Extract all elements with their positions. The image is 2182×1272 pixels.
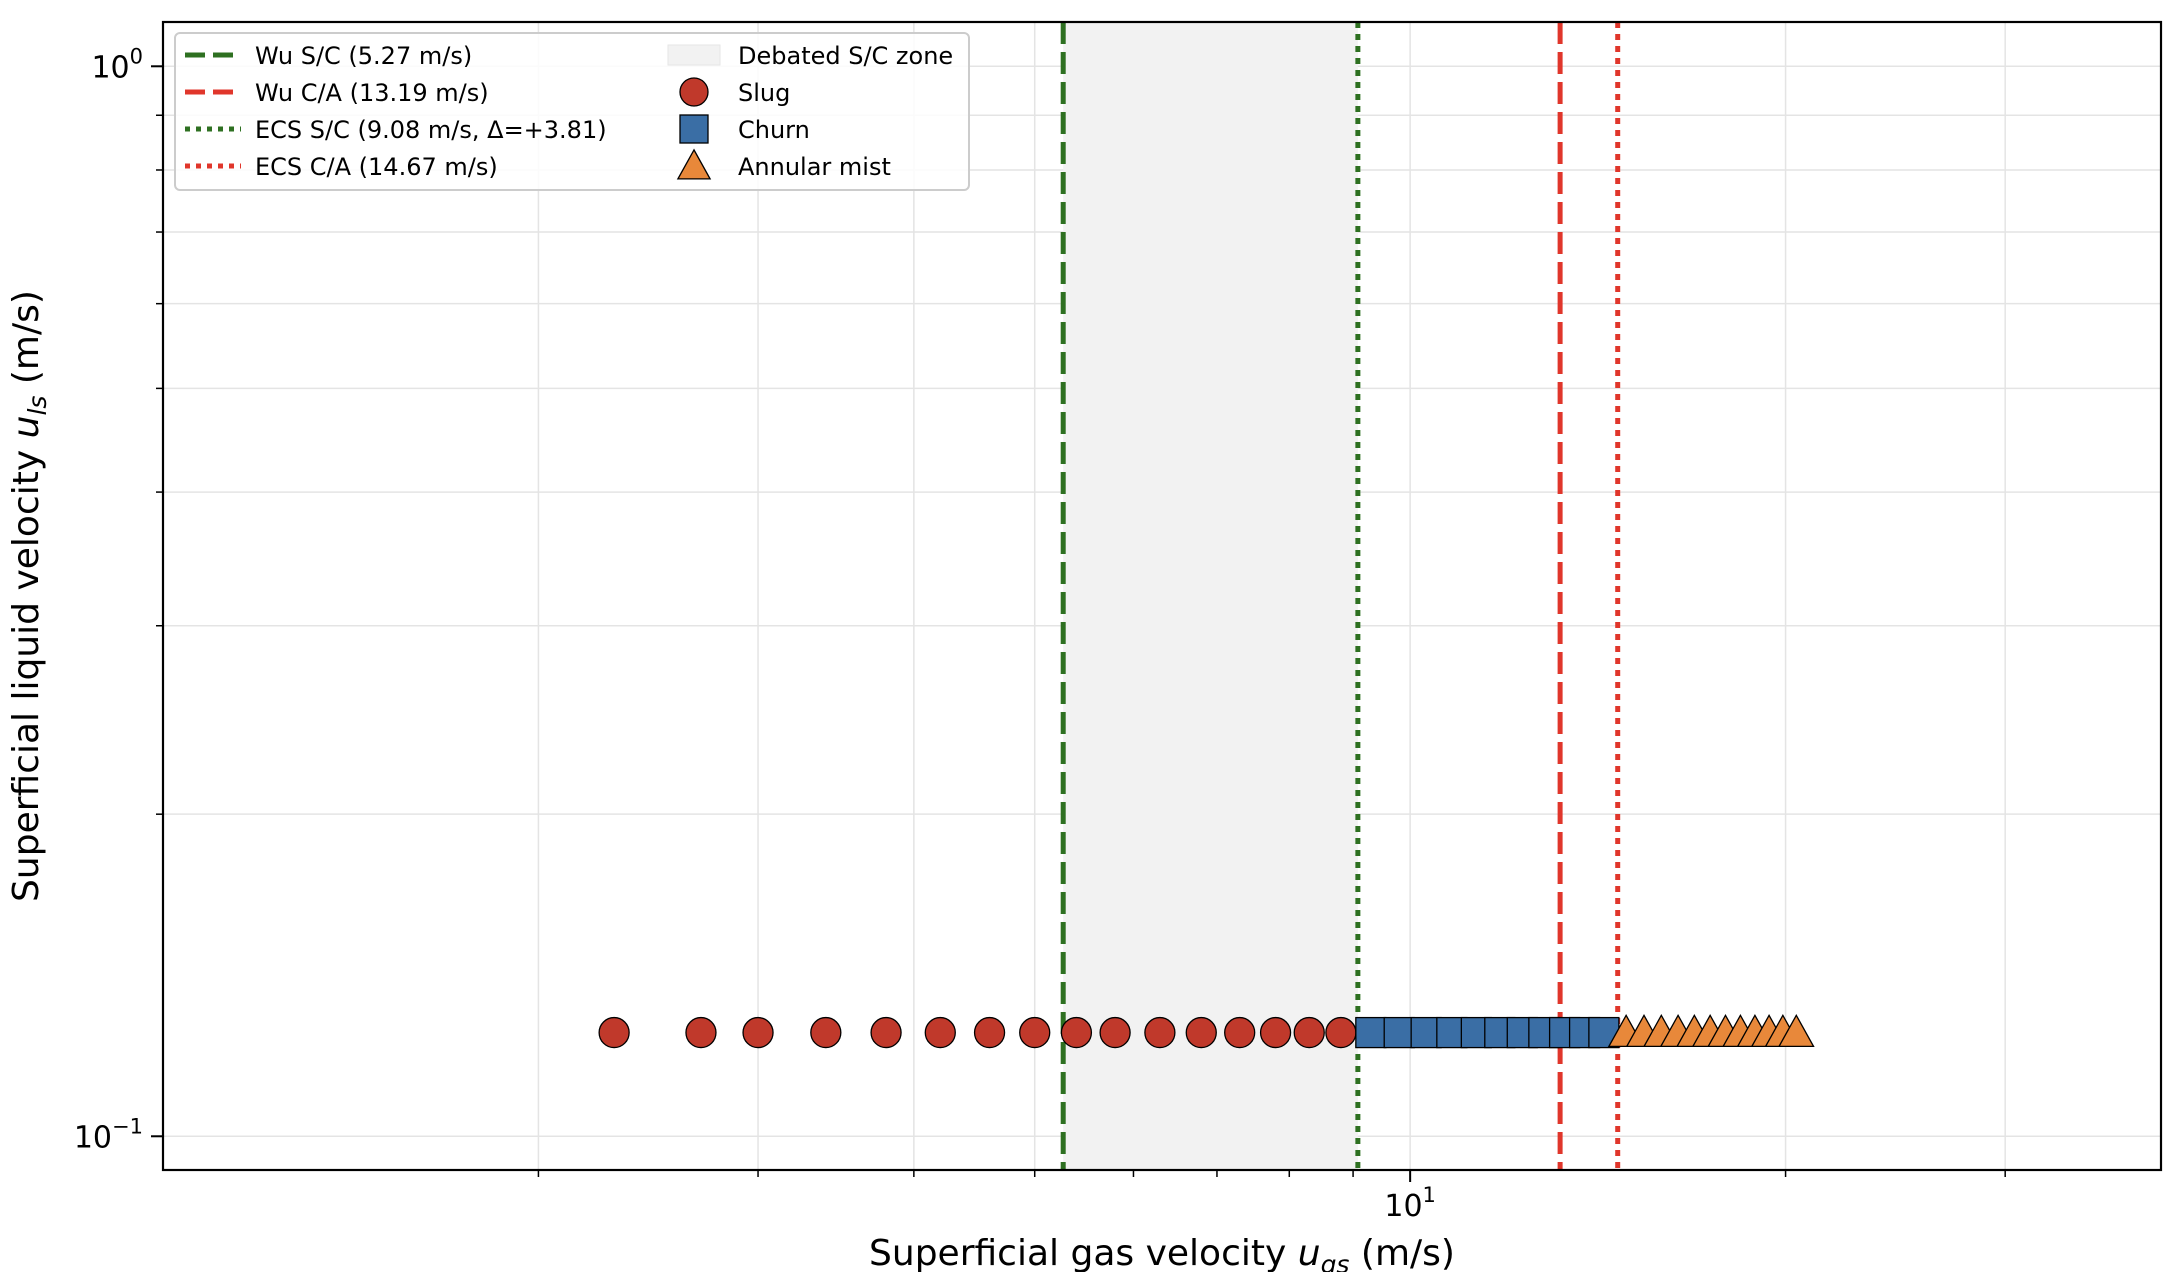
legend: Wu S/C (5.27 m/s) Wu C/A (13.19 m/s) ECS S… xyxy=(174,32,970,191)
slug-point xyxy=(870,1016,902,1049)
legend-marker-swatch xyxy=(679,114,709,144)
slug-point xyxy=(1259,1016,1292,1049)
churn-point xyxy=(1410,1016,1442,1049)
slug-point xyxy=(924,1016,956,1049)
x-tick-label: 101 xyxy=(1384,1183,1436,1224)
slug-point xyxy=(1224,1016,1256,1049)
slug-point xyxy=(1293,1016,1325,1049)
debated-sc-zone-band xyxy=(1063,22,1358,1170)
legend-label: ECS S/C (9.08 m/s, Δ=+3.81) xyxy=(255,116,607,144)
legend-box xyxy=(174,32,970,191)
slug-point xyxy=(1185,1016,1217,1049)
annular-mist-point xyxy=(1777,1013,1815,1048)
legend-zone-swatch xyxy=(667,44,721,66)
legend-label: Wu C/A (13.19 m/s) xyxy=(255,79,489,107)
slug-point xyxy=(810,1016,842,1049)
slug-point xyxy=(1099,1016,1131,1049)
legend-label: Wu S/C (5.27 m/s) xyxy=(255,42,472,70)
slug-point xyxy=(1325,1016,1357,1049)
legend-label: Churn xyxy=(738,116,810,144)
legend-label: Slug xyxy=(738,79,790,107)
churn-point xyxy=(1383,1016,1415,1049)
slug-point xyxy=(685,1016,717,1049)
legend-label: ECS C/A (14.67 m/s) xyxy=(255,153,498,181)
slug-point xyxy=(742,1016,774,1049)
slug-point xyxy=(973,1016,1006,1049)
slug-point xyxy=(1019,1016,1051,1049)
axis-ticks: 101 100 10−1 xyxy=(74,44,2006,1224)
reference-lines xyxy=(1060,22,1621,1170)
y-axis-label: Superficial liquid velocity uls (m/s) xyxy=(6,290,52,902)
y-tick-label: 100 xyxy=(91,44,143,85)
legend-marker-swatch xyxy=(679,77,709,107)
slug-point xyxy=(1060,1016,1093,1049)
slug-point xyxy=(1144,1016,1176,1049)
legend-label: Annular mist xyxy=(738,153,891,181)
legend-label: Debated S/C zone xyxy=(738,42,953,70)
churn-point xyxy=(1355,1016,1387,1049)
data-points xyxy=(598,1013,1815,1049)
legend-marker-swatch xyxy=(676,148,712,180)
slug-point xyxy=(598,1016,630,1049)
plot-frame xyxy=(161,20,2163,1172)
y-tick-label: 10−1 xyxy=(74,1114,143,1155)
x-axis-label: Superficial gas velocity ugs (m/s) xyxy=(869,1233,1455,1272)
